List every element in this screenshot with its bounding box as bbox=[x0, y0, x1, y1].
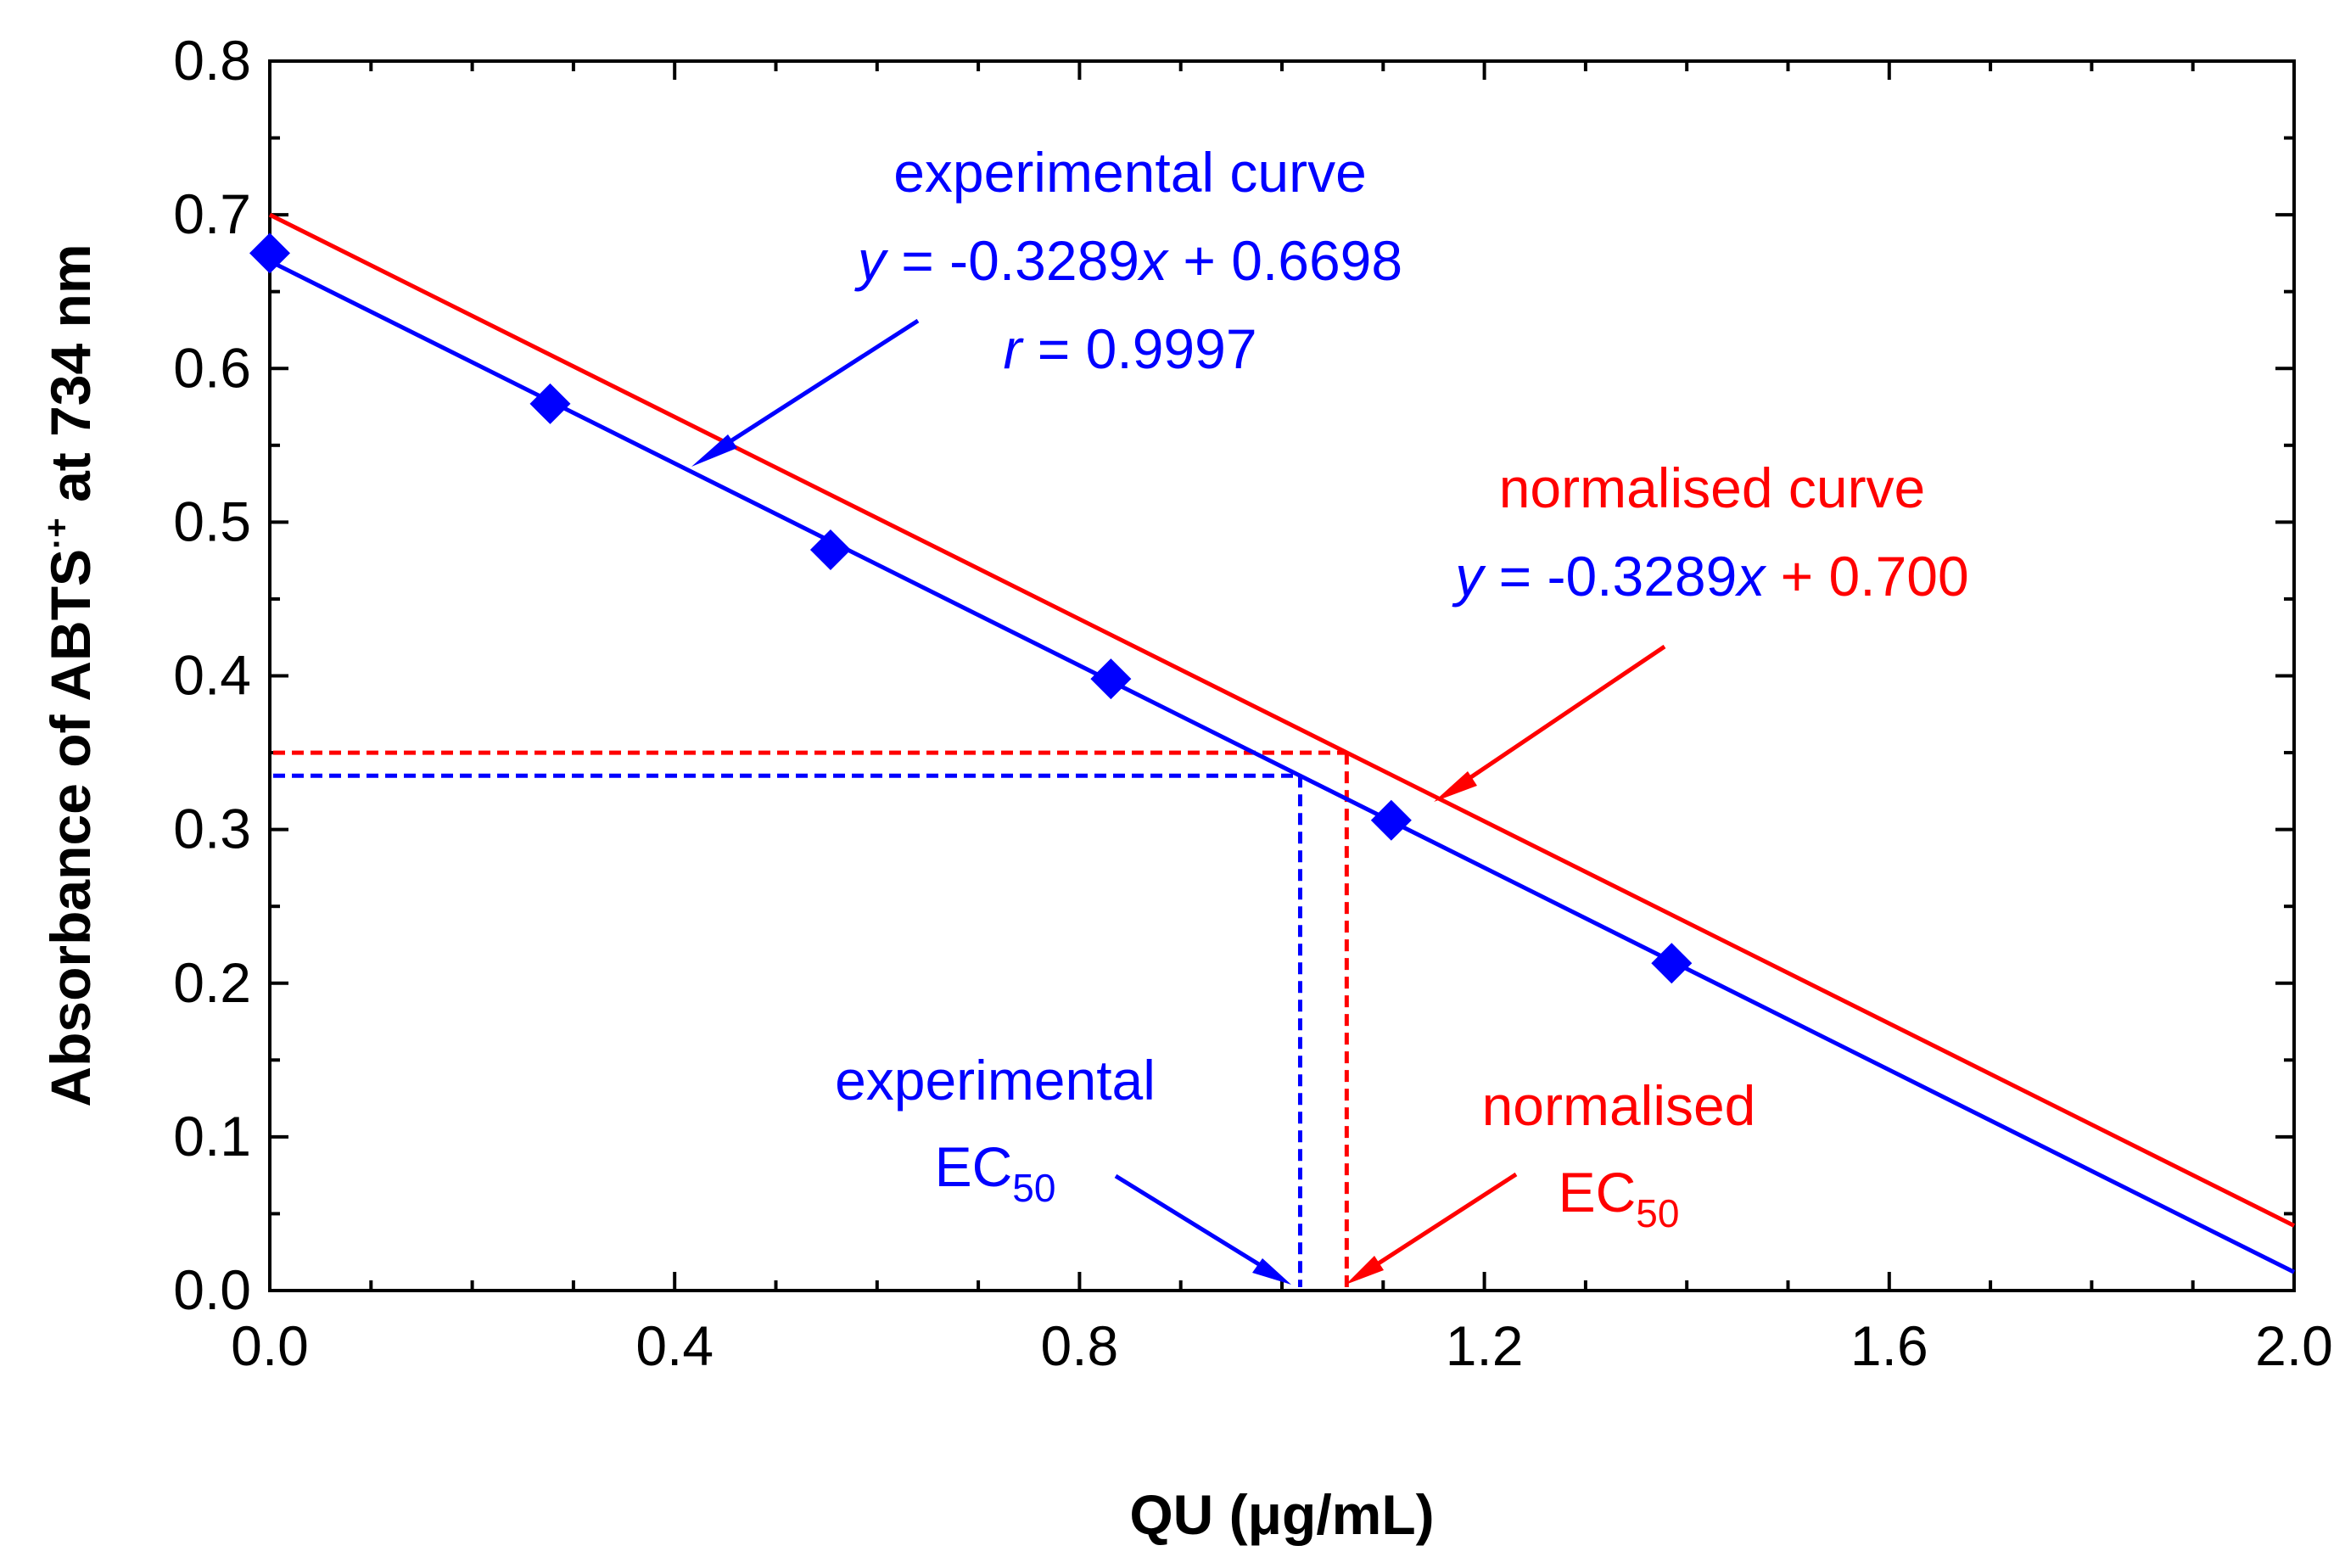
normalised-ec50-annotation: normalised EC50 bbox=[1482, 1074, 1756, 1235]
normalised-ec50-arrowhead bbox=[1346, 1256, 1384, 1285]
x-tick-label: 0.0 bbox=[231, 1314, 309, 1377]
ec-subscript: 50 bbox=[1012, 1166, 1055, 1210]
normalised-ec50-label: normalised bbox=[1482, 1074, 1756, 1137]
y-tick-label: 0.4 bbox=[173, 644, 251, 707]
y-tick-label: 0.2 bbox=[173, 951, 251, 1014]
ec-text: EC bbox=[1559, 1161, 1637, 1224]
data-point bbox=[249, 232, 290, 274]
y-tick-label: 0.7 bbox=[173, 182, 251, 245]
experimental-curve-annotation: experimental curve y = -0.3289x + 0.6698… bbox=[854, 141, 1402, 380]
y-tick-label: 0.3 bbox=[173, 798, 251, 860]
experimental-curve-arrowhead bbox=[691, 434, 737, 467]
y-tick-label: 0.0 bbox=[173, 1258, 251, 1321]
x-tick-label: 1.2 bbox=[1446, 1314, 1524, 1377]
experimental-ec50-arrow bbox=[1114, 1173, 1281, 1280]
y-axis-title: Absorbance of ABTS·+ at 734 nm bbox=[38, 244, 102, 1106]
eq-var-x: x bbox=[1734, 545, 1766, 608]
r-var: r bbox=[1003, 317, 1024, 380]
normalised-curve-arrowhead bbox=[1434, 771, 1477, 802]
data-point bbox=[1651, 943, 1693, 984]
experimental-curve-label: experimental curve bbox=[893, 141, 1367, 204]
experimental-curve-arrow bbox=[705, 318, 920, 459]
experimental-curve-equation: y = -0.3289x + 0.6698 bbox=[854, 229, 1402, 292]
axis-ticks bbox=[268, 59, 2296, 1292]
fit-line bbox=[268, 212, 2296, 1228]
normalised-ec50-symbol: EC50 bbox=[1559, 1161, 1680, 1235]
y-tick-label: 0.1 bbox=[173, 1105, 251, 1168]
eq-var-x: x bbox=[1137, 229, 1169, 292]
experimental-ec50-label: experimental bbox=[835, 1049, 1156, 1112]
normalised-curve-arrow bbox=[1449, 644, 1666, 793]
ec50-reference-lines bbox=[273, 750, 1349, 1287]
ec-subscript: 50 bbox=[1636, 1191, 1679, 1235]
eq-slope: = -0.3289 bbox=[1483, 545, 1737, 608]
ec-text: EC bbox=[935, 1135, 1013, 1198]
eq-intercept: + 0.700 bbox=[1765, 545, 1968, 608]
eq-slope: = -0.3289 bbox=[886, 229, 1139, 292]
data-point bbox=[1090, 658, 1132, 700]
x-tick-label: 2.0 bbox=[2255, 1314, 2333, 1377]
y-axis-title-tail: at 734 nm bbox=[39, 244, 102, 518]
y-axis-title-main: Absorbance of ABTS bbox=[39, 549, 102, 1107]
experimental-ec50-symbol: EC50 bbox=[935, 1135, 1056, 1210]
x-tick-label: 0.8 bbox=[1041, 1314, 1119, 1377]
normalised-curve-label: normalised curve bbox=[1499, 456, 1926, 519]
y-axis-title-superscript: ·+ bbox=[38, 518, 76, 549]
experimental-curve-r: r = 0.9997 bbox=[1003, 317, 1256, 380]
eq-intercept: + 0.6698 bbox=[1167, 229, 1402, 292]
axis-tick-labels: 0.0 0.4 0.8 1.2 1.6 2.0 0.0 0.1 0.2 0.3 0.4 0.5 0.6 0… bbox=[173, 29, 2333, 1377]
r-value: = 0.9997 bbox=[1021, 317, 1256, 380]
y-tick-label: 0.8 bbox=[173, 29, 251, 92]
eq-var-y: y bbox=[1452, 545, 1486, 608]
data-points bbox=[249, 232, 1693, 984]
experimental-ec50-annotation: experimental EC50 bbox=[835, 1049, 1156, 1210]
annotation-arrows bbox=[691, 318, 1666, 1285]
normalised-curve-equation: y = -0.3289x + 0.700 bbox=[1452, 545, 1968, 608]
eq-var-y: y bbox=[854, 229, 889, 292]
data-point bbox=[1370, 799, 1412, 841]
normalised-curve-annotation: normalised curve y = -0.3289x + 0.700 bbox=[1452, 456, 1968, 608]
x-tick-label: 1.6 bbox=[1850, 1314, 1928, 1377]
fit-line bbox=[268, 259, 2296, 1274]
normalised-ec50-arrow bbox=[1356, 1172, 1518, 1280]
data-point bbox=[809, 529, 851, 570]
experimental-ec50-arrowhead bbox=[1252, 1258, 1291, 1285]
x-tick-label: 0.4 bbox=[635, 1314, 714, 1377]
data-point bbox=[529, 383, 571, 424]
fit-lines bbox=[268, 212, 2296, 1274]
x-axis-title: QU (μg/mL) bbox=[1129, 1483, 1434, 1546]
y-tick-label: 0.6 bbox=[173, 336, 251, 399]
y-tick-label: 0.5 bbox=[173, 490, 251, 552]
